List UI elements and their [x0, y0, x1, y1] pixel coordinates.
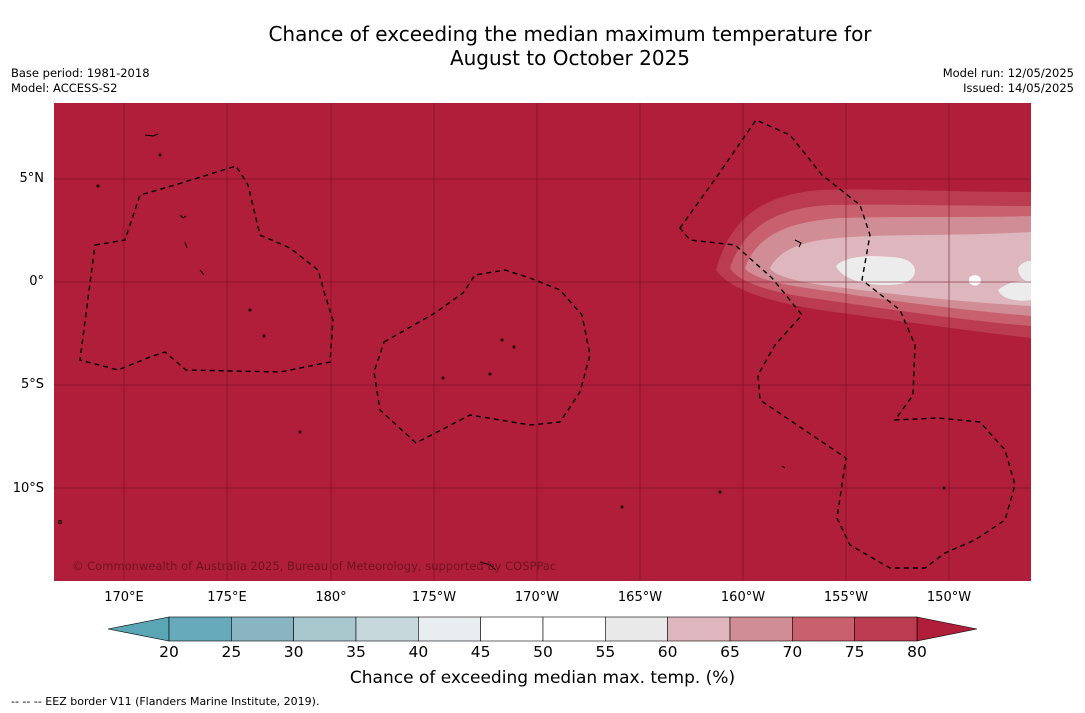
- model-name: Model: ACCESS-S2: [11, 81, 118, 95]
- lon-label-155w: 155°W: [823, 590, 869, 605]
- lat-label-5s: 5°S: [20, 377, 44, 392]
- lon-label-175e: 175°E: [207, 590, 247, 605]
- islands: [58, 133, 946, 571]
- colorbar-tick-label: 70: [782, 643, 803, 661]
- copyright-notice: © Commonwealth of Australia 2025, Bureau…: [72, 559, 557, 573]
- graticule: [54, 103, 1031, 581]
- lat-label-10s: 10°S: [12, 481, 44, 496]
- contour-55-c: [1018, 260, 1031, 282]
- colorbar-segment: [605, 616, 668, 642]
- colorbar-tick-label: 80: [907, 643, 927, 661]
- issued-date: Issued: 14/05/2025: [963, 81, 1074, 95]
- eez-footnote: -- -- -- EEZ border V11 (Flanders Marine…: [11, 695, 320, 708]
- colorbar-tick-label: 20: [159, 643, 179, 661]
- colorbar-tick-label: 25: [221, 643, 242, 661]
- base-period: Base period: 1981-2018: [11, 66, 150, 80]
- colorbar-tick-label: 50: [533, 643, 553, 661]
- lon-label-175w: 175°W: [411, 590, 457, 605]
- lon-label-160w: 160°W: [720, 590, 766, 605]
- colorbar-tick-label: 35: [346, 643, 366, 661]
- model-run: Model run: 12/05/2025: [942, 66, 1074, 80]
- colorbar-segment: [355, 616, 419, 642]
- colorbar-high-extension: [916, 616, 978, 642]
- colorbar: [107, 616, 978, 642]
- colorbar-segment: [542, 616, 606, 642]
- lon-label-170e: 170°E: [104, 590, 144, 605]
- eez-border-west: [79, 165, 334, 373]
- colorbar-segment: [792, 616, 855, 642]
- colorbar-tick-label: 30: [283, 643, 304, 661]
- eez-border-east: [679, 119, 1016, 569]
- map-background: [54, 103, 1031, 581]
- lat-label-5n: 5°N: [19, 171, 45, 186]
- colorbar-tick-label: 40: [408, 643, 429, 661]
- meta-left: Base period: 1981-2018 Model: ACCESS-S2: [11, 66, 150, 96]
- colorbar-tick-label: 60: [657, 643, 678, 661]
- eez-borders: [79, 119, 1016, 569]
- colorbar-segment: [729, 616, 793, 642]
- colorbar-tick-label: 55: [595, 643, 616, 661]
- lon-label-180: 180°: [315, 590, 347, 605]
- lat-label-0: 0°: [29, 274, 44, 289]
- colorbar-segment: [293, 616, 357, 642]
- contour-55-d: [969, 275, 981, 286]
- contour-55: [836, 256, 915, 286]
- contour-55-b: [998, 280, 1031, 301]
- lon-label-165w: 165°W: [617, 590, 663, 605]
- colorbar-segment: [854, 616, 918, 642]
- lon-label-170w: 170°W: [514, 590, 560, 605]
- title-line-1: Chance of exceeding the median maximum t…: [268, 22, 872, 46]
- probability-contours: [716, 189, 1031, 338]
- colorbar-tick-label: 65: [720, 643, 740, 661]
- colorbar-segment: [480, 616, 544, 642]
- lon-label-150w: 150°W: [926, 590, 972, 605]
- colorbar-tick-label: 45: [470, 643, 491, 661]
- map-title: Chance of exceeding the median maximum t…: [0, 22, 1085, 70]
- colorbar-tick-label: 75: [844, 643, 865, 661]
- colorbar-segment: [231, 616, 294, 642]
- colorbar-label: Chance of exceeding median max. temp. (%…: [349, 668, 736, 688]
- colorbar-segment: [667, 616, 731, 642]
- meta-right: Model run: 12/05/2025 Issued: 14/05/2025: [943, 66, 1074, 96]
- colorbar-segment: [168, 616, 232, 642]
- title-line-2: August to October 2025: [449, 46, 691, 70]
- colorbar-low-extension: [107, 616, 170, 642]
- colorbar-segment: [418, 616, 481, 642]
